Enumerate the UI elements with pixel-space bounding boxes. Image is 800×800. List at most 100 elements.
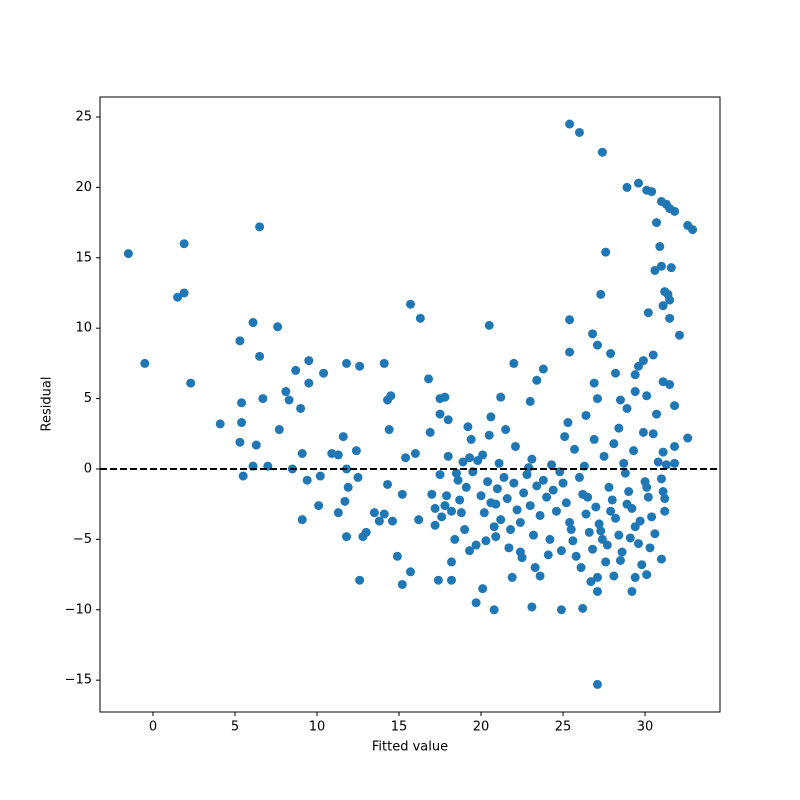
- point: [496, 392, 506, 402]
- point: [556, 605, 566, 615]
- point: [650, 265, 660, 275]
- point: [630, 572, 640, 582]
- point: [512, 505, 522, 515]
- point: [630, 387, 640, 397]
- point: [501, 425, 511, 435]
- point: [186, 378, 196, 388]
- point: [648, 429, 658, 439]
- point: [392, 551, 402, 561]
- point: [494, 458, 504, 468]
- point: [255, 222, 265, 232]
- point: [535, 571, 545, 581]
- point: [643, 308, 653, 318]
- point: [274, 425, 284, 435]
- point: [614, 530, 624, 540]
- point: [379, 509, 389, 519]
- point: [538, 475, 548, 485]
- point: [563, 418, 573, 428]
- point: [440, 392, 450, 402]
- point: [525, 501, 535, 511]
- point: [237, 398, 247, 408]
- point: [522, 470, 532, 480]
- point: [592, 394, 602, 404]
- point: [369, 508, 379, 518]
- point: [442, 491, 452, 501]
- point: [576, 563, 586, 573]
- point: [658, 487, 668, 497]
- y-axis-label: Residual: [40, 377, 55, 432]
- point: [617, 547, 627, 557]
- point: [424, 374, 434, 384]
- point: [527, 454, 537, 464]
- point: [601, 247, 611, 257]
- point: [635, 516, 645, 526]
- point: [571, 551, 581, 561]
- point: [461, 482, 471, 492]
- point: [658, 301, 668, 311]
- point: [304, 378, 314, 388]
- point: [258, 394, 268, 404]
- point: [443, 415, 453, 425]
- point: [255, 351, 265, 361]
- point: [661, 460, 671, 470]
- y-tick-label: 15: [75, 250, 92, 265]
- point: [415, 313, 425, 323]
- point: [660, 494, 670, 504]
- point: [489, 522, 499, 532]
- point: [630, 370, 640, 380]
- point: [515, 517, 525, 527]
- point: [509, 358, 519, 368]
- point: [315, 471, 325, 481]
- point: [568, 536, 578, 546]
- point: [304, 356, 314, 366]
- plot-frame: [99, 96, 721, 713]
- point: [586, 577, 596, 587]
- point: [484, 320, 494, 330]
- point: [458, 457, 468, 467]
- point: [465, 546, 475, 556]
- point: [604, 482, 614, 492]
- x-tick-label: 25: [555, 720, 572, 735]
- point: [652, 218, 662, 228]
- point: [596, 526, 606, 536]
- point: [484, 430, 494, 440]
- point: [683, 433, 693, 443]
- point: [622, 182, 632, 192]
- x-tick-label: 30: [637, 720, 654, 735]
- point: [588, 544, 598, 554]
- point: [629, 446, 639, 456]
- point: [479, 508, 489, 518]
- point: [535, 510, 545, 520]
- point: [688, 225, 698, 235]
- point: [609, 439, 619, 449]
- point: [624, 487, 634, 497]
- point: [674, 330, 684, 340]
- point: [355, 575, 365, 585]
- point: [665, 313, 675, 323]
- point: [633, 178, 643, 188]
- point: [297, 515, 307, 525]
- point: [492, 484, 502, 494]
- point: [556, 546, 566, 556]
- point: [609, 571, 619, 581]
- point: [405, 567, 415, 577]
- point: [633, 539, 643, 549]
- point: [351, 446, 361, 456]
- point: [496, 515, 506, 525]
- point: [238, 471, 248, 481]
- point: [433, 575, 443, 585]
- point: [463, 422, 473, 432]
- point: [517, 553, 527, 563]
- point: [570, 444, 580, 454]
- point: [248, 318, 258, 328]
- point: [374, 516, 384, 526]
- point: [650, 529, 660, 539]
- y-tick-label: 5: [84, 391, 92, 406]
- point: [652, 409, 662, 419]
- point: [446, 506, 456, 516]
- point: [578, 603, 588, 613]
- point: [291, 365, 301, 375]
- point: [599, 451, 609, 461]
- point: [633, 361, 643, 371]
- point: [140, 358, 150, 368]
